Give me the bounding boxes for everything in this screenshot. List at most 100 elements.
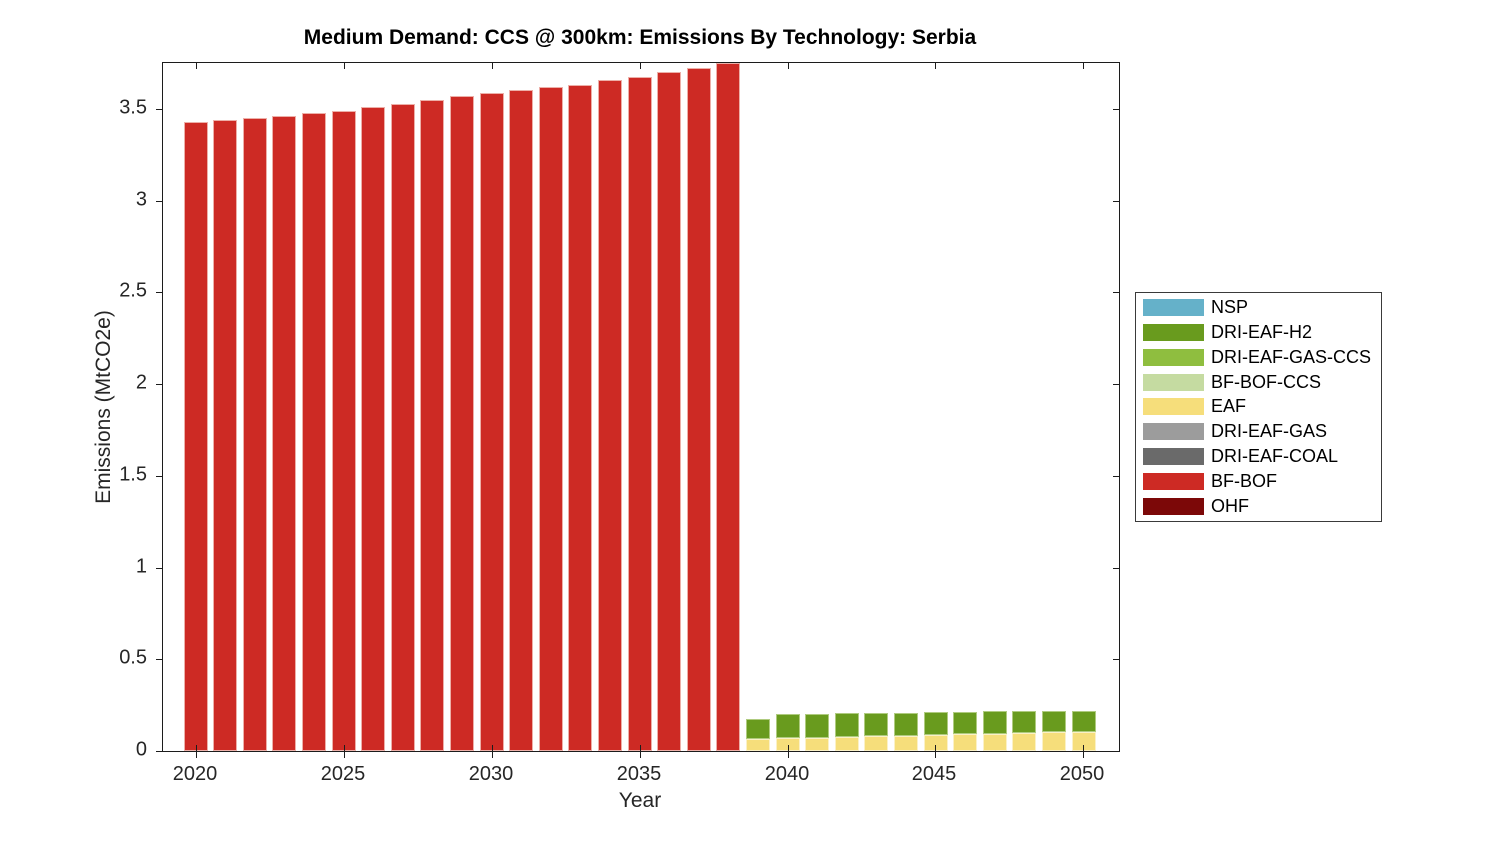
- plot-area: [156, 62, 1120, 758]
- legend-label: OHF: [1211, 495, 1249, 516]
- bar-2049-EAF: [1041, 731, 1066, 751]
- tick-mark: [1113, 751, 1119, 752]
- bar-2020-BF-BOF: [183, 121, 208, 751]
- tick-mark: [156, 109, 163, 110]
- tick-mark: [492, 63, 493, 69]
- legend-swatch: [1143, 373, 1204, 391]
- y-tick-label: 3.5: [119, 96, 147, 119]
- legend-item-BF-BOF-CCS: BF-BOF-CCS: [1136, 370, 1381, 394]
- tick-mark: [156, 201, 163, 202]
- bar-2021-BF-BOF: [213, 119, 238, 751]
- tick-mark: [1113, 476, 1119, 477]
- x-tick-label: 2050: [1059, 763, 1105, 785]
- bar-2022-BF-BOF: [242, 117, 267, 751]
- y-tick-label: 2.5: [119, 279, 147, 302]
- tick-mark: [492, 745, 493, 758]
- bar-2037-BF-BOF: [686, 68, 711, 751]
- x-tick-label: 2035: [616, 763, 662, 785]
- bar-2042-EAF: [834, 737, 859, 751]
- bar-2047-DRI-EAF-H2: [982, 711, 1007, 734]
- legend-swatch: [1143, 472, 1204, 490]
- legend-label: DRI-EAF-GAS: [1211, 421, 1328, 442]
- tick-mark: [1113, 201, 1119, 202]
- bar-2028-BF-BOF: [420, 100, 445, 751]
- bar-2049-DRI-EAF-H2: [1041, 711, 1066, 732]
- bar-2033-BF-BOF: [568, 84, 593, 751]
- legend-item-DRI-EAF-GAS-CCS: DRI-EAF-GAS-CCS: [1136, 345, 1381, 369]
- legend-item-DRI-EAF-COAL: DRI-EAF-COAL: [1136, 445, 1381, 469]
- tick-mark: [1113, 384, 1119, 385]
- bar-2041-DRI-EAF-H2: [805, 713, 830, 738]
- y-tick-label: 3: [135, 188, 147, 211]
- legend-item-OHF: OHF: [1136, 494, 1381, 518]
- x-tick-label: 2040: [764, 763, 810, 785]
- bar-2032-BF-BOF: [538, 87, 563, 751]
- tick-mark: [1113, 659, 1119, 660]
- bar-2040-EAF: [775, 737, 800, 751]
- x-axis-label: Year: [618, 789, 662, 812]
- bar-2027-BF-BOF: [390, 103, 415, 751]
- bar-2043-EAF: [864, 736, 889, 751]
- bar-2048-EAF: [1012, 732, 1037, 751]
- bar-2034-BF-BOF: [597, 80, 622, 751]
- legend-item-DRI-EAF-GAS: DRI-EAF-GAS: [1136, 420, 1381, 444]
- legend-label: NSP: [1211, 297, 1249, 318]
- x-tick-label: 2045: [911, 763, 957, 785]
- legend-label: BF-BOF-CCS: [1211, 371, 1321, 392]
- legend-label: DRI-EAF-COAL: [1211, 446, 1339, 467]
- tick-mark: [1083, 63, 1084, 69]
- bar-2035-BF-BOF: [627, 76, 652, 751]
- tick-mark: [640, 745, 641, 758]
- legend-item-EAF: EAF: [1136, 395, 1381, 419]
- tick-mark: [640, 63, 641, 69]
- y-tick-label: 1.5: [119, 463, 147, 486]
- legend-label: EAF: [1211, 396, 1247, 417]
- tick-mark: [1113, 109, 1119, 110]
- bar-2025-BF-BOF: [331, 110, 356, 751]
- bar-2046-DRI-EAF-H2: [953, 711, 978, 735]
- legend-swatch: [1143, 448, 1204, 466]
- chart-title: Medium Demand: CCS @ 300km: Emissions By…: [303, 26, 977, 49]
- bar-2044-DRI-EAF-H2: [893, 712, 918, 736]
- bars-layer: [163, 63, 1119, 751]
- legend-swatch: [1143, 398, 1204, 416]
- legend-label: BF-BOF: [1211, 470, 1277, 491]
- legend-label: DRI-EAF-H2: [1211, 322, 1313, 343]
- legend-item-DRI-EAF-H2: DRI-EAF-H2: [1136, 321, 1381, 345]
- legend-swatch: [1143, 324, 1204, 342]
- tick-mark: [156, 751, 163, 752]
- bar-2050-DRI-EAF-H2: [1071, 711, 1096, 732]
- tick-mark: [344, 745, 345, 758]
- y-axis-label: Emissions (MtCO2e): [92, 310, 115, 504]
- x-tick-label: 2030: [468, 763, 514, 785]
- bar-2047-EAF: [982, 733, 1007, 751]
- bar-2043-DRI-EAF-H2: [864, 712, 889, 737]
- legend-item-NSP: NSP: [1136, 296, 1381, 320]
- bar-2048-DRI-EAF-H2: [1012, 711, 1037, 733]
- bar-2031-BF-BOF: [509, 90, 534, 751]
- x-tick-label: 2020: [172, 763, 218, 785]
- tick-mark: [156, 659, 163, 660]
- bar-2029-BF-BOF: [449, 96, 474, 751]
- tick-mark: [935, 745, 936, 758]
- tick-mark: [788, 63, 789, 69]
- bar-2030-BF-BOF: [479, 92, 504, 751]
- bar-2024-BF-BOF: [301, 113, 326, 751]
- legend-swatch: [1143, 348, 1204, 366]
- bar-2041-EAF: [805, 737, 830, 751]
- legend-swatch: [1143, 423, 1204, 441]
- tick-mark: [156, 384, 163, 385]
- tick-mark: [196, 745, 197, 758]
- tick-mark: [156, 476, 163, 477]
- x-tick-label: 2025: [320, 763, 366, 785]
- bar-2042-DRI-EAF-H2: [834, 713, 859, 738]
- bar-2044-EAF: [893, 736, 918, 751]
- legend: NSP DRI-EAF-H2 DRI-EAF-GAS-CCS BF-BOF-CCS EA…: [1135, 292, 1382, 522]
- bar-2039-DRI-EAF-H2: [745, 719, 770, 740]
- tick-mark: [1083, 745, 1084, 758]
- tick-mark: [1113, 568, 1119, 569]
- tick-mark: [196, 63, 197, 69]
- legend-item-BF-BOF: BF-BOF: [1136, 469, 1381, 493]
- tick-mark: [156, 292, 163, 293]
